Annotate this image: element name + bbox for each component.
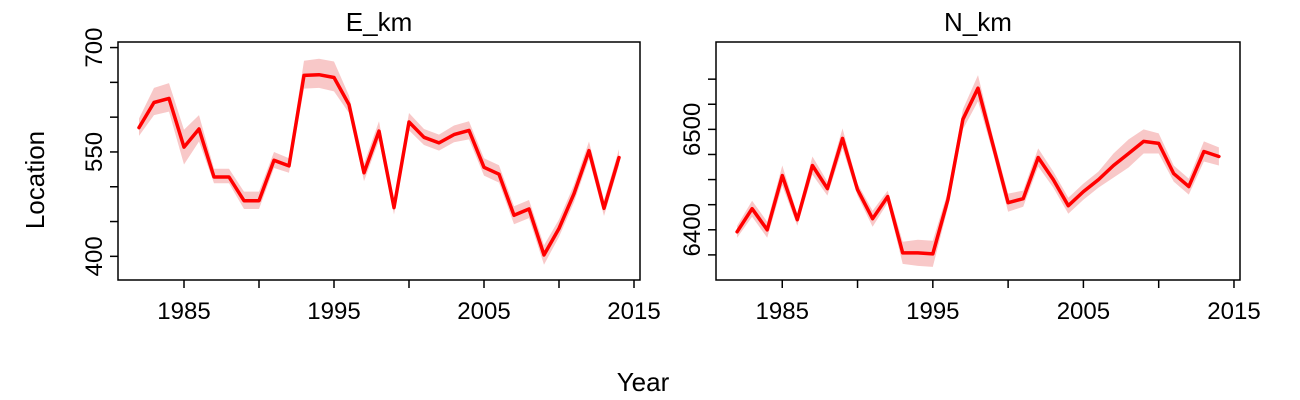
plot-frame [117, 41, 641, 281]
x-tick-label: 1995 [906, 298, 959, 325]
x-tick-label: 2005 [1057, 298, 1110, 325]
plot-frame [715, 41, 1241, 281]
y-tick-label: 700 [81, 28, 108, 68]
y-tick-label: 6400 [679, 203, 706, 256]
panel-title: N_km [944, 7, 1012, 37]
x-tick-label: 1985 [756, 298, 809, 325]
x-tick-label: 1995 [307, 298, 360, 325]
x-tick-label: 2005 [457, 298, 510, 325]
y-tick-label: 400 [81, 236, 108, 276]
y-tick-label: 550 [81, 132, 108, 172]
x-axis-title: Year [617, 367, 670, 397]
series-line [137, 72, 621, 257]
x-tick-label: 2015 [607, 298, 660, 325]
y-axis-title: Location [20, 131, 50, 229]
x-tick-label: 2015 [1207, 298, 1260, 325]
panel-n-km: N_km 1985 1995 2005 2015 6400 6500 [679, 7, 1261, 325]
series-line [735, 86, 1221, 256]
panel-e-km: E_km 1985 1995 2005 2015 400 550 700 [81, 7, 661, 325]
panel-title: E_km [346, 7, 412, 37]
y-tick-label: 6500 [679, 103, 706, 156]
x-tick-label: 1985 [157, 298, 210, 325]
